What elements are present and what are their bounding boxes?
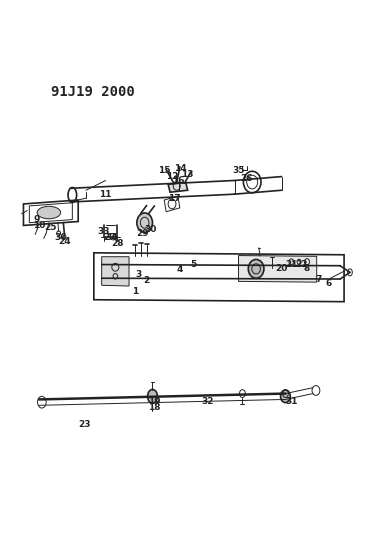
Text: 20: 20 xyxy=(275,264,288,273)
Text: 10: 10 xyxy=(33,221,45,230)
Polygon shape xyxy=(102,257,129,286)
Text: 27: 27 xyxy=(103,233,116,241)
Ellipse shape xyxy=(137,213,152,232)
Text: 7: 7 xyxy=(316,275,322,284)
Text: 3: 3 xyxy=(136,270,142,279)
Text: 15: 15 xyxy=(158,166,170,175)
Text: 16: 16 xyxy=(172,176,184,185)
Text: 2: 2 xyxy=(143,276,150,285)
Text: 91J19 2000: 91J19 2000 xyxy=(51,85,135,99)
Text: 14: 14 xyxy=(174,164,186,173)
Text: 1: 1 xyxy=(132,287,138,296)
Text: 25: 25 xyxy=(45,223,57,232)
Text: 36: 36 xyxy=(54,233,67,241)
Text: 29: 29 xyxy=(136,229,149,238)
Text: 9: 9 xyxy=(34,215,40,224)
Text: 31: 31 xyxy=(285,397,298,406)
Text: 21: 21 xyxy=(285,260,298,269)
Text: 13: 13 xyxy=(181,170,194,179)
Text: 8: 8 xyxy=(304,264,310,273)
Text: 30: 30 xyxy=(144,225,157,234)
Text: 23: 23 xyxy=(78,421,90,430)
Text: 33: 33 xyxy=(97,227,110,236)
Text: 22: 22 xyxy=(295,260,307,269)
Polygon shape xyxy=(239,255,317,282)
Polygon shape xyxy=(168,182,188,192)
Text: 4: 4 xyxy=(177,265,183,274)
Text: 5: 5 xyxy=(190,260,197,269)
Text: 18: 18 xyxy=(148,403,161,412)
Ellipse shape xyxy=(147,390,157,403)
Text: 26: 26 xyxy=(240,174,253,183)
Ellipse shape xyxy=(37,206,61,219)
Text: 19: 19 xyxy=(148,397,161,406)
Text: 11: 11 xyxy=(99,190,112,199)
Text: 35: 35 xyxy=(232,166,245,175)
Text: 17: 17 xyxy=(168,193,180,203)
Text: 28: 28 xyxy=(111,239,124,247)
Text: 12: 12 xyxy=(166,172,178,181)
Ellipse shape xyxy=(280,390,290,402)
Text: 32: 32 xyxy=(201,397,213,406)
Text: 24: 24 xyxy=(58,237,71,246)
Text: 6: 6 xyxy=(325,279,332,288)
Ellipse shape xyxy=(248,260,264,278)
Text: 34: 34 xyxy=(105,233,118,241)
